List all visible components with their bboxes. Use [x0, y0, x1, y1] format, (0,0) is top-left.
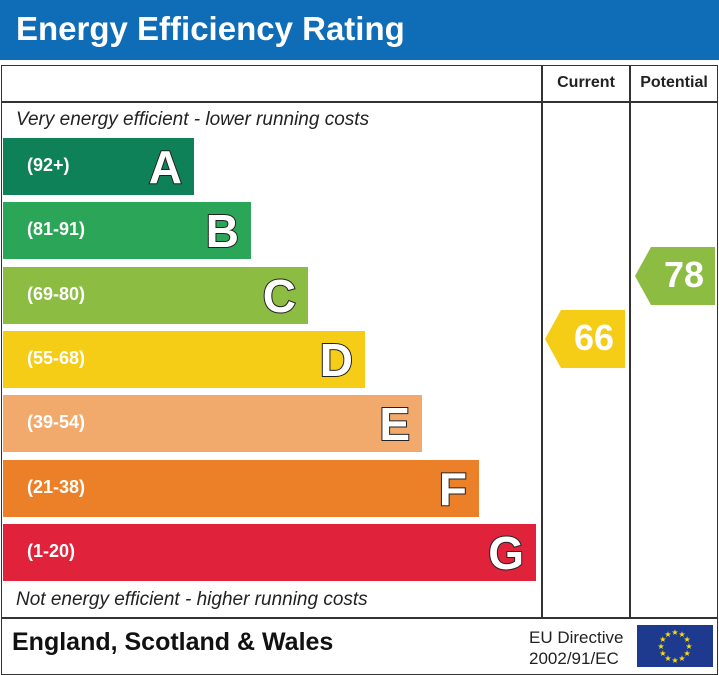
directive-line1: EU Directive [529, 628, 624, 647]
divider [1, 101, 718, 103]
band-letter: B [205, 204, 240, 258]
current-column-header: Current [557, 74, 615, 91]
potential-rating-arrow: 78 [635, 247, 715, 305]
star-icon: ★ [671, 628, 678, 637]
star-icon: ★ [678, 654, 685, 663]
star-icon: ★ [684, 649, 691, 658]
arrow-shape [635, 247, 715, 305]
top-note: Very energy efficient - lower running co… [16, 109, 370, 130]
band-range: (92+) [27, 155, 70, 175]
band-bar-b: (81-91) B [3, 202, 251, 259]
divider [629, 65, 631, 618]
divider [1, 617, 718, 619]
star-icon: ★ [678, 630, 685, 639]
star-icon: ★ [657, 642, 664, 651]
potential-rating-value: 78 [663, 254, 705, 295]
current-rating-value: 66 [573, 317, 615, 358]
band-bar-e: (39-54) E [3, 395, 422, 452]
band-bar-g: (1-20) G [3, 524, 536, 581]
band-letter: F [438, 462, 468, 516]
band-letter: A [148, 140, 183, 194]
band-range: (55-68) [27, 348, 86, 368]
eu-directive: EU Directive 2002/91/EC [529, 627, 623, 669]
page-title: Energy Efficiency Rating [16, 10, 405, 47]
star-icon: ★ [685, 642, 692, 651]
current-rating-arrow: 66 [545, 310, 625, 368]
band-letter: G [487, 526, 525, 580]
star-icon: ★ [671, 656, 678, 665]
band-letter: E [378, 397, 411, 451]
directive-line2: 2002/91/EC [529, 649, 619, 668]
bottom-note: Not energy efficient - higher running co… [16, 589, 368, 610]
band-range: (81-91) [27, 219, 86, 239]
potential-column-header: Potential [640, 74, 708, 91]
region-label: England, Scotland & Wales [12, 628, 334, 656]
star-icon: ★ [659, 635, 666, 644]
star-icon: ★ [684, 635, 691, 644]
star-icon: ★ [664, 654, 671, 663]
band-bar-d: (55-68) D [3, 331, 365, 388]
band-bar-f: (21-38) F [3, 460, 479, 517]
band-range: (1-20) [27, 541, 76, 561]
band-bar-a: (92+) A [3, 138, 194, 195]
band-letter: D [319, 333, 354, 387]
divider [541, 65, 543, 618]
star-icon: ★ [659, 649, 666, 658]
eu-flag-icon: ★ ★ ★ ★ ★ ★ ★ ★ ★ ★ ★ ★ [637, 625, 713, 667]
band-bar-c: (69-80) C [3, 267, 308, 324]
header: Energy Efficiency Rating [0, 0, 719, 60]
band-letter: C [262, 269, 297, 323]
band-range: (21-38) [27, 477, 86, 497]
band-range: (39-54) [27, 412, 86, 432]
arrow-shape [545, 310, 625, 368]
band-range: (69-80) [27, 284, 86, 304]
star-icon: ★ [664, 630, 671, 639]
